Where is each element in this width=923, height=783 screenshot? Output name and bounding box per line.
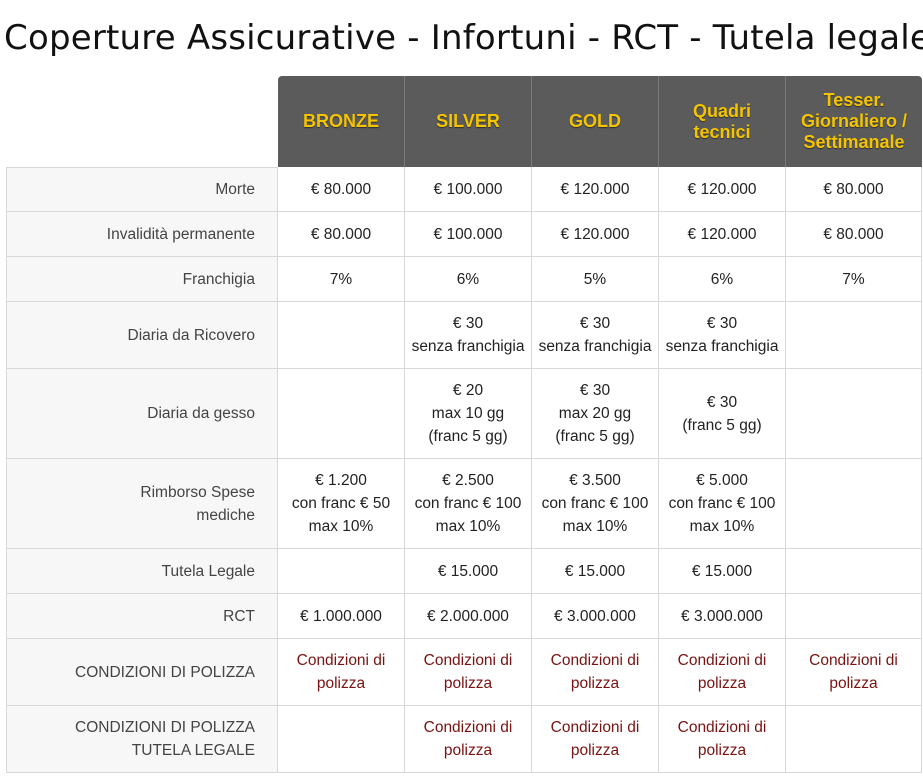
table-cell: 6% (405, 257, 532, 302)
table-cell: € 5.000 con franc € 100 max 10% (659, 459, 786, 549)
table-cell: € 2.500 con franc € 100 max 10% (405, 459, 532, 549)
column-header-bronze: BRONZE (278, 76, 405, 167)
table-cell: € 3.000.000 (659, 594, 786, 639)
header-corner (6, 76, 278, 167)
row-label-diaria-da-ricovero: Diaria da Ricovero (6, 302, 278, 369)
table-cell: € 80.000 (278, 167, 405, 212)
table-cell (786, 459, 922, 549)
policy-link[interactable]: Condizioni di polizza (405, 706, 532, 773)
table-cell: € 15.000 (659, 549, 786, 594)
table-cell: € 80.000 (278, 212, 405, 257)
row-label-condizioni-di-polizza: CONDIZIONI DI POLIZZA (6, 639, 278, 706)
table-cell: € 30 senza franchigia (532, 302, 659, 369)
row-label-diaria-da-gesso: Diaria da gesso (6, 369, 278, 459)
table-cell: 6% (659, 257, 786, 302)
table-cell (786, 706, 922, 773)
table-cell (278, 706, 405, 773)
column-header-tesser-giornaliero-settimanale: Tesser. Giornaliero / Settimanale (786, 76, 922, 167)
table-cell: € 120.000 (659, 212, 786, 257)
page-title: Coperture Assicurative - Infortuni - RCT… (4, 18, 923, 58)
row-label-rimborso-spese-mediche: Rimborso Spese mediche (6, 459, 278, 549)
table-cell: € 1.200 con franc € 50 max 10% (278, 459, 405, 549)
policy-link[interactable]: Condizioni di polizza (532, 639, 659, 706)
table-cell: 7% (278, 257, 405, 302)
row-label-morte: Morte (6, 167, 278, 212)
row-label-franchigia: Franchigia (6, 257, 278, 302)
row-label-rct: RCT (6, 594, 278, 639)
table-cell: € 100.000 (405, 212, 532, 257)
table-cell: € 1.000.000 (278, 594, 405, 639)
table-cell: € 120.000 (659, 167, 786, 212)
table-cell: € 3.500 con franc € 100 max 10% (532, 459, 659, 549)
table-cell (278, 302, 405, 369)
table-cell: € 120.000 (532, 167, 659, 212)
column-header-quadri-tecnici: Quadri tecnici (659, 76, 786, 167)
table-cell: 5% (532, 257, 659, 302)
table-cell: € 80.000 (786, 212, 922, 257)
column-header-silver: SILVER (405, 76, 532, 167)
table-cell (786, 302, 922, 369)
policy-link[interactable]: Condizioni di polizza (278, 639, 405, 706)
table-cell (786, 594, 922, 639)
table-cell: € 100.000 (405, 167, 532, 212)
table-cell: € 3.000.000 (532, 594, 659, 639)
policy-link[interactable]: Condizioni di polizza (532, 706, 659, 773)
table-cell: € 120.000 (532, 212, 659, 257)
table-cell: € 15.000 (532, 549, 659, 594)
table-cell: € 30 (franc 5 gg) (659, 369, 786, 459)
table-cell: € 30 senza franchigia (405, 302, 532, 369)
row-label-invalidit-permanente: Invalidità permanente (6, 212, 278, 257)
policy-link[interactable]: Condizioni di polizza (786, 639, 922, 706)
table-cell (278, 369, 405, 459)
table-cell (786, 369, 922, 459)
coverage-table: BRONZE SILVER GOLD Quadri tecnici Tesser. Gi… (6, 76, 922, 773)
policy-link[interactable]: Condizioni di polizza (659, 706, 786, 773)
column-header-gold: GOLD (532, 76, 659, 167)
policy-link[interactable]: Condizioni di polizza (659, 639, 786, 706)
row-label-condizioni-di-polizza-tutela-legale: CONDIZIONI DI POLIZZA TUTELA LEGALE (6, 706, 278, 773)
policy-link[interactable]: Condizioni di polizza (405, 639, 532, 706)
table-cell: € 20 max 10 gg (franc 5 gg) (405, 369, 532, 459)
table-cell: € 30 max 20 gg (franc 5 gg) (532, 369, 659, 459)
table-cell: € 15.000 (405, 549, 532, 594)
table-cell: € 80.000 (786, 167, 922, 212)
table-cell (786, 549, 922, 594)
table-cell: € 2.000.000 (405, 594, 532, 639)
row-label-tutela-legale: Tutela Legale (6, 549, 278, 594)
table-cell: € 30 senza franchigia (659, 302, 786, 369)
table-cell: 7% (786, 257, 922, 302)
table-cell (278, 549, 405, 594)
